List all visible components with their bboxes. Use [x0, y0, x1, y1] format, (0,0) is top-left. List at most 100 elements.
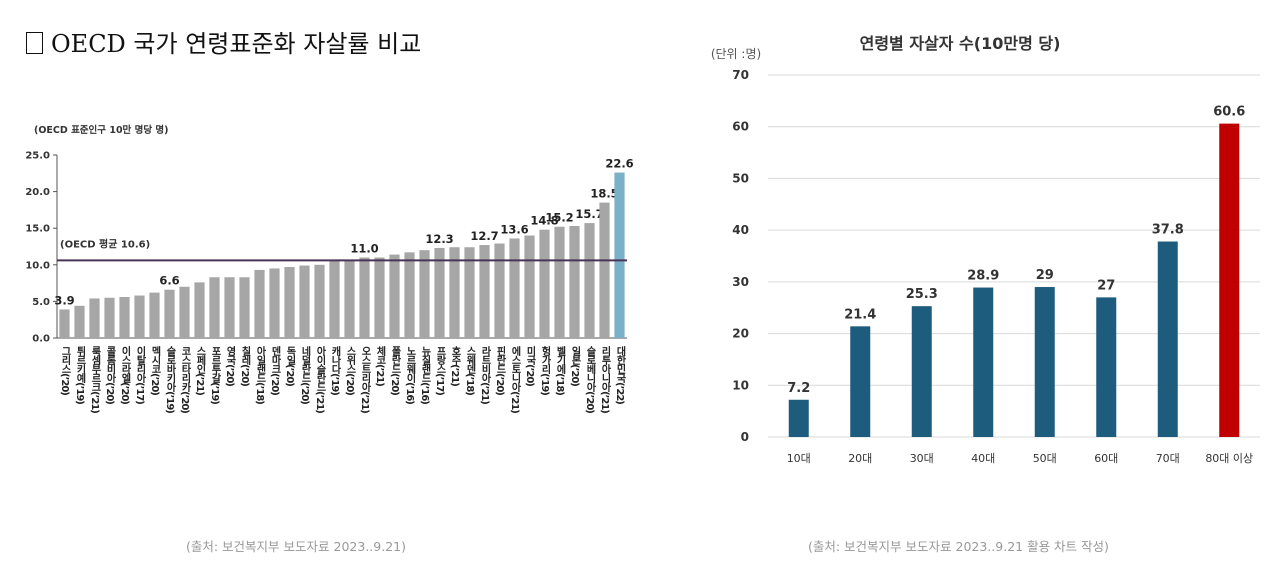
x-category-label: 30대 [910, 452, 934, 465]
x-category-label: 스웨덴(’18) [464, 346, 476, 395]
bar-value-label: 12.3 [425, 232, 453, 246]
x-category-label: 코스타리카(’20) [179, 346, 191, 413]
x-category-label: 슬로바키아(’19) [164, 345, 176, 413]
x-category-label: 뉴질랜드(’16) [419, 346, 431, 404]
chart-title: 연령별 자살자 수(10만명 당) [860, 34, 1061, 53]
bar-7 [1219, 123, 1240, 438]
x-category-label: 리투아니아(’21) [599, 345, 611, 413]
title-bullet-box [26, 32, 43, 54]
x-category-label: 헝가리(’19) [539, 345, 551, 395]
bar-value-label: 14.8 [530, 214, 558, 228]
bar-13 [254, 269, 265, 338]
bar-0 [59, 309, 70, 338]
bar-15 [284, 266, 295, 338]
bar-value-label: 3.9 [54, 293, 74, 307]
bar-1 [74, 305, 85, 338]
bar-21 [374, 257, 385, 338]
bar-9 [194, 282, 205, 338]
x-category-label: 독일(’20) [284, 346, 296, 386]
bar-31 [524, 235, 535, 338]
y-tick-label: 30 [732, 275, 749, 289]
bar-4 [1034, 287, 1055, 437]
bar-34 [569, 226, 580, 338]
oecd-average-label: (OECD 평균 10.6) [60, 237, 150, 250]
bar-value-label: 37.8 [1152, 223, 1184, 238]
x-category-label: 노르웨이(’16) [404, 346, 416, 404]
bar-29 [494, 243, 505, 338]
x-category-label: 프랑스(’17) [434, 346, 446, 395]
x-category-label: 스위스(’20) [344, 346, 356, 395]
bar-14 [269, 268, 280, 338]
bar-27 [464, 247, 475, 338]
bar-value-label: 11.0 [350, 241, 378, 255]
x-category-label: 콜롬비아(’20) [104, 346, 116, 404]
bar-3 [973, 287, 994, 437]
oecd-suicide-rate-chart: (OECD 표준인구 10만 명당 명) 0.0 5.0 10.0 15.0 20.0 25… [25, 124, 633, 413]
y-axis-unit-label: (OECD 표준인구 10만 명당 명) [34, 124, 168, 136]
y-tick-label: 60 [732, 120, 749, 134]
page-title: OECD 국가 연령표준화 자살률 비교 [26, 24, 421, 59]
x-category-label: 캐나다(’19) [329, 345, 341, 395]
bar-33 [554, 226, 565, 338]
y-tick-label: 15.0 [25, 224, 50, 235]
bar-24 [419, 250, 430, 338]
y-tick-label: 10 [732, 378, 749, 392]
x-category-label: 이스라엘(’20) [119, 345, 131, 404]
bar-37 [614, 172, 625, 338]
x-category-label: 40대 [971, 452, 995, 465]
bar-20 [359, 257, 370, 338]
bar-value-label: 7.2 [787, 381, 810, 396]
x-category-label: 폴란드(’20) [389, 346, 401, 395]
bar-7 [164, 289, 175, 338]
bar-1 [850, 326, 871, 437]
page-title-text: OECD 국가 연령표준화 자살률 비교 [51, 30, 422, 58]
bar-35 [584, 223, 595, 338]
x-category-label: 호주(’21) [449, 345, 461, 386]
bar-6 [1157, 241, 1178, 437]
bar-2 [89, 298, 100, 338]
bar-12 [239, 277, 250, 338]
x-category-label: 70대 [1156, 452, 1180, 465]
bar-22 [389, 254, 400, 338]
bar-36 [599, 202, 610, 338]
y-tick-label: 40 [732, 223, 749, 237]
x-category-label: 이탈리아(’17) [134, 345, 146, 404]
x-category-label: 멕시코(’20) [149, 345, 161, 395]
bar-4 [119, 297, 130, 338]
y-tick-label: 50 [732, 171, 749, 185]
bar-6 [149, 292, 160, 338]
x-category-label: 오스트리아(’21) [359, 346, 371, 413]
x-category-label: 10대 [787, 452, 811, 465]
bar-value-label: 25.3 [906, 287, 938, 302]
x-category-label: 룩셈부르크(’21) [89, 346, 101, 413]
bar-3 [104, 297, 115, 338]
source-note-left: (출처: 보건복지부 보도자료 2023..9.21) [186, 539, 406, 554]
bar-value-label: 18.5 [590, 187, 618, 201]
x-category-label: 영국(’20) [224, 345, 236, 386]
x-category-label: 슬로베니아(’20) [584, 345, 596, 413]
x-category-label: 체코(’21) [374, 345, 386, 386]
bar-17 [314, 264, 325, 338]
x-category-label: 대한민국(’22) [614, 345, 626, 404]
bar-28 [479, 245, 490, 338]
x-category-label: 네덜란드(’20) [299, 345, 311, 404]
bar-16 [299, 265, 310, 338]
bar-value-label: 6.6 [159, 274, 179, 288]
x-category-label: 에스토니아(’21) [509, 345, 521, 413]
source-note-right: (출처: 보건복지부 보도자료 2023..9.21 활용 차트 작성) [808, 539, 1109, 554]
x-category-label: 미국(’20) [524, 345, 536, 386]
y-tick-label: 25.0 [25, 151, 50, 162]
bar-23 [404, 252, 415, 338]
bar-26 [449, 247, 460, 338]
y-tick-label: 70 [732, 68, 749, 82]
bar-value-label: 27 [1097, 278, 1115, 293]
x-category-label: 핀란드(’20) [494, 345, 506, 395]
x-category-label: 50대 [1033, 452, 1057, 465]
x-category-label: 튀르키예(’19) [74, 346, 86, 404]
y-tick-label: 0 [741, 430, 749, 444]
bar-value-label: 22.6 [605, 157, 633, 171]
x-category-label: 아일랜드(’18) [254, 345, 266, 404]
bar-value-label: 12.7 [470, 229, 498, 243]
bar-19 [344, 259, 355, 338]
x-category-label: 80대 이상 [1205, 452, 1253, 465]
